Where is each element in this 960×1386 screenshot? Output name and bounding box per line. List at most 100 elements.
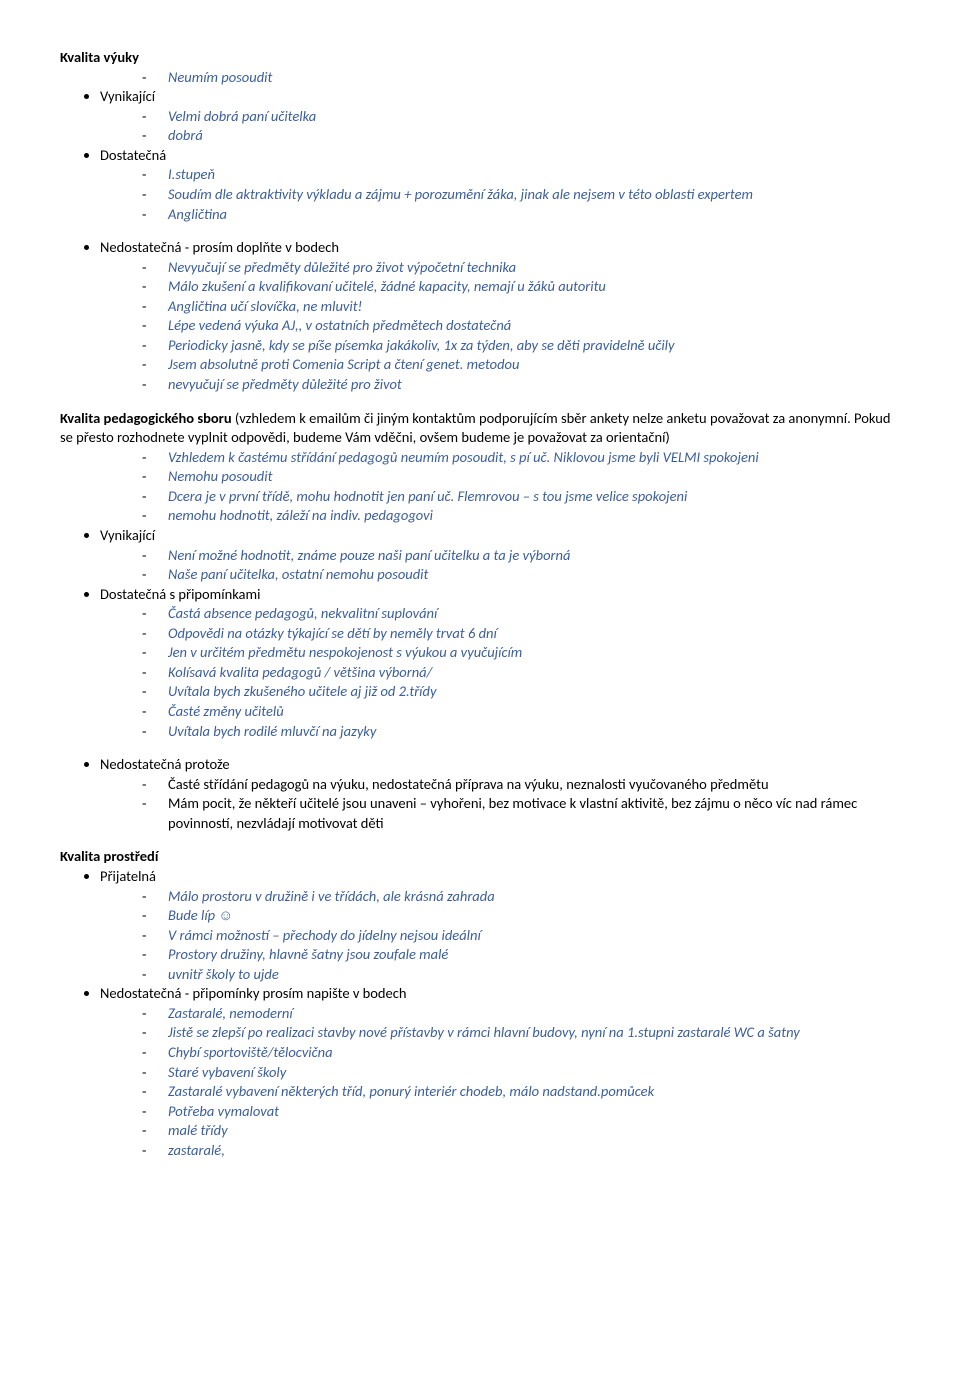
text: Odpovědi na otázky týkající se dětí by n… [168,624,497,642]
text: Časté změny učitelů [168,702,284,720]
list-item: Prostory družiny, hlavně šatny jsou zouf… [142,945,900,965]
text: Naše paní učitelka, ostatní nemohu posou… [168,565,428,583]
text: Nevyučují se předměty důležité pro život… [168,258,516,276]
text: Jistě se zlepší po realizaci stavby nové… [168,1023,800,1041]
text: malé třídy [168,1121,228,1139]
list-item: Málo prostoru v družině i ve třídách, al… [142,887,900,907]
text: Uvítala bych zkušeného učitele aj již od… [168,682,436,700]
text: Bude líp ☺ [168,906,233,924]
list-item: Chybí sportoviště/tělocvična [142,1043,900,1063]
text: Málo zkušení a kvalifikovaní učitelé, žá… [168,277,606,295]
text: Soudím dle aktraktivity výkladu a zájmu … [168,185,753,203]
items-list: Velmi dobrá paní učitelkadobrá [100,107,900,146]
section-title: Kvalita pedagogického sboru (vzhledem k … [60,409,900,448]
list-item: zastaralé, [142,1141,900,1161]
text: Chybí sportoviště/tělocvična [168,1043,333,1061]
list-item: Bude líp ☺ [142,906,900,926]
list-item: Staré vybavení školy [142,1063,900,1083]
group-list: Dostatečná [60,146,900,166]
items-list: Vzhledem k častému střídání pedagogů neu… [100,448,900,526]
list-item: nevyučují se předměty důležité pro život [142,375,900,395]
list-item: Lépe vedená výuka AJ,, v ostatních předm… [142,316,900,336]
text: Nemohu posoudit [168,467,272,485]
list-item: uvnitř školy to ujde [142,965,900,985]
text: Kolísavá kvalita pedagogů / většina výbo… [168,663,432,681]
items-list: Málo prostoru v družině i ve třídách, al… [100,887,900,985]
text: Vzhledem k častému střídání pedagogů neu… [168,448,759,466]
list-item: Časté změny učitelů [142,702,900,722]
text: Neumím posoudit [168,68,272,86]
list-item: Jen v určitém předmětu nespokojenost s v… [142,643,900,663]
text: Periodicky jasně, kdy se píše písemka ja… [168,336,675,354]
text: Potřeba vymalovat [168,1102,279,1120]
list-item: Naše paní učitelka, ostatní nemohu posou… [142,565,900,585]
list-item: Jsem absolutně proti Comenia Script a čt… [142,355,900,375]
group-list: Dostatečná s připomínkami [60,585,900,605]
text: Velmi dobrá paní učitelka [168,107,316,125]
list-item: Uvítala bych zkušeného učitele aj již od… [142,682,900,702]
text: Mám pocit, že někteří učitelé jsou unave… [168,794,857,832]
list-item: Potřeba vymalovat [142,1102,900,1122]
group-label: Přijatelná [100,867,900,887]
group-label: Nedostatečná - prosím doplňte v bodech [100,238,900,258]
text: zastaralé, [168,1141,225,1159]
list-item: nemohu hodnotit, záleží na indiv. pedago… [142,506,900,526]
text: Angličtina [168,205,227,223]
text: Uvítala bych rodilé mluvčí na jazyky [168,722,376,740]
list-item: Zastaralé, nemoderní [142,1004,900,1024]
list-item: Vzhledem k častému střídání pedagogů neu… [142,448,900,468]
text: nevyučují se předměty důležité pro život [168,375,402,393]
group-list: Nedostatečná protože [60,755,900,775]
group-label: Dostatečná s připomínkami [100,585,900,605]
group-list: Vynikající [60,87,900,107]
items-list: Není možné hodnotit, známe pouze naši pa… [100,546,900,585]
text: Častá absence pedagogů, nekvalitní suplo… [168,604,437,622]
list-item: Častá absence pedagogů, nekvalitní suplo… [142,604,900,624]
list-item: Periodicky jasně, kdy se píše písemka ja… [142,336,900,356]
text: Jen v určitém předmětu nespokojenost s v… [168,643,522,661]
group-list: Nedostatečná - připomínky prosím napište… [60,984,900,1004]
list-item: Jistě se zlepší po realizaci stavby nové… [142,1023,900,1043]
text: dobrá [168,126,203,144]
text: Angličtina učí slovíčka, ne mluvit! [168,297,362,315]
list-item: Málo zkušení a kvalifikovaní učitelé, žá… [142,277,900,297]
group-label: Vynikající [100,87,900,107]
list-item: dobrá [142,126,900,146]
group-list: Přijatelná [60,867,900,887]
items-list: Častá absence pedagogů, nekvalitní suplo… [100,604,900,741]
group-label: Dostatečná [100,146,900,166]
text: Není možné hodnotit, známe pouze naši pa… [168,546,570,564]
list-item: Kolísavá kvalita pedagogů / většina výbo… [142,663,900,683]
list-item: Není možné hodnotit, známe pouze naši pa… [142,546,900,566]
text: Málo prostoru v družině i ve třídách, al… [168,887,495,905]
list-item: malé třídy [142,1121,900,1141]
text: Časté střídání pedagogů na výuku, nedost… [168,775,769,793]
list-item: Odpovědi na otázky týkající se dětí by n… [142,624,900,644]
section-title-bold: Kvalita pedagogického sboru [60,409,232,427]
text: Dcera je v první třídě, mohu hodnotit je… [168,487,687,505]
items-list: Neumím posoudit [100,68,900,88]
text: nemohu hodnotit, záleží na indiv. pedago… [168,506,433,524]
group-list: Vynikající [60,526,900,546]
list-item: Nevyučují se předměty důležité pro život… [142,258,900,278]
document-root: Kvalita výukyNeumím posouditVynikajícíVe… [60,48,900,1160]
section-title: Kvalita výuky [60,48,900,68]
text: Staré vybavení školy [168,1063,286,1081]
items-list: Nevyučují se předměty důležité pro život… [100,258,900,395]
list-item: Neumím posoudit [142,68,900,88]
list-item: I.stupeň [142,165,900,185]
text: Lépe vedená výuka AJ,, v ostatních předm… [168,316,511,334]
list-item: Angličtina [142,205,900,225]
list-item: Dcera je v první třídě, mohu hodnotit je… [142,487,900,507]
list-item: Časté střídání pedagogů na výuku, nedost… [142,775,900,795]
items-list: Časté střídání pedagogů na výuku, nedost… [100,775,900,834]
text: Jsem absolutně proti Comenia Script a čt… [168,355,519,373]
text: Zastaralé vybavení některých tříd, ponur… [168,1082,654,1100]
list-item: Velmi dobrá paní učitelka [142,107,900,127]
list-item: V rámci možností – přechody do jídelny n… [142,926,900,946]
list-item: Zastaralé vybavení některých tříd, ponur… [142,1082,900,1102]
list-item: Angličtina učí slovíčka, ne mluvit! [142,297,900,317]
items-list: Zastaralé, nemoderníJistě se zlepší po r… [100,1004,900,1161]
list-item: Uvítala bych rodilé mluvčí na jazyky [142,722,900,742]
group-label: Nedostatečná - připomínky prosím napište… [100,984,900,1004]
